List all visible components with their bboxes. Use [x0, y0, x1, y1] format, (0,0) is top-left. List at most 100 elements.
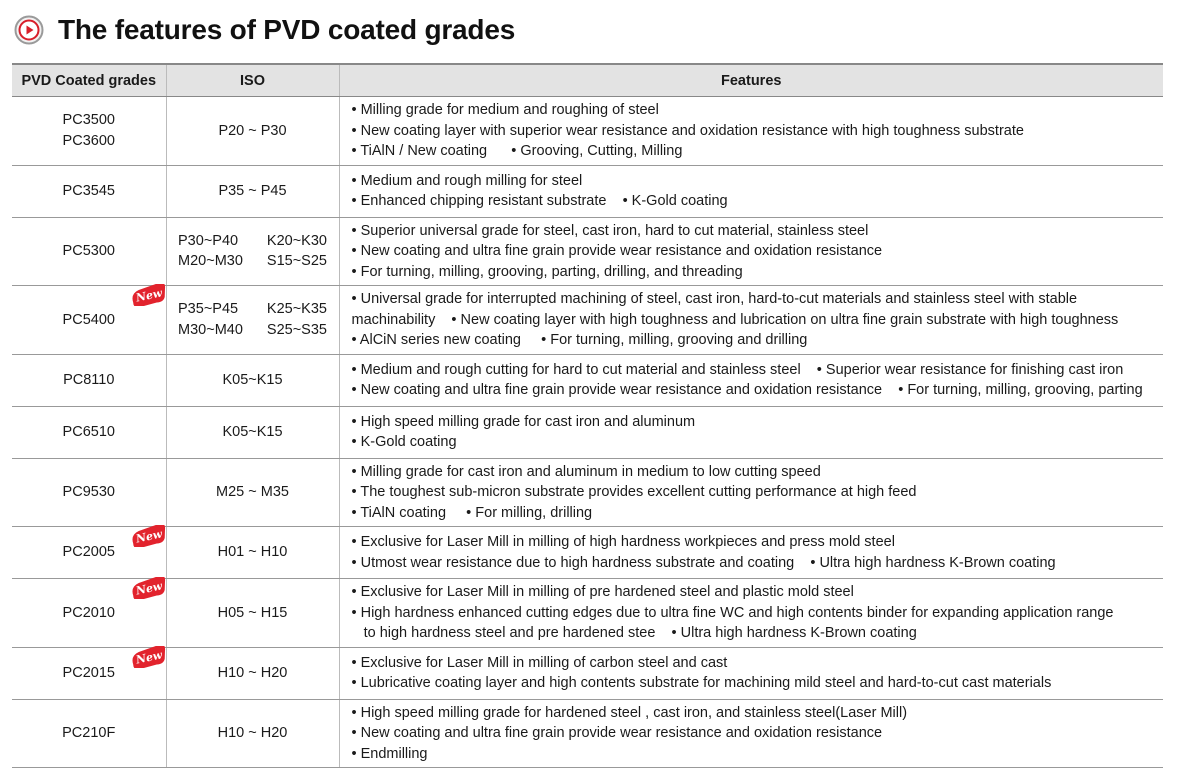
grade-name: PC5300	[62, 243, 115, 259]
iso-range: S15~S25	[266, 253, 327, 270]
grade-cell: PC2005 New	[12, 525, 167, 579]
iso-range: P20 ~ P30	[218, 122, 287, 139]
iso-range: H01 ~ H10	[217, 544, 288, 561]
feature-line: • The toughest sub-micron substrate prov…	[351, 484, 917, 500]
iso-range: H10 ~ H20	[217, 664, 288, 681]
grade-cell: PC5400 New	[12, 284, 167, 355]
iso-range: P35 ~ P45	[218, 182, 287, 199]
iso-cell: H10 ~ H20	[165, 699, 340, 768]
table-header-row: PVD Coated grades ISO Features	[12, 63, 1163, 97]
grade-cell: PC6510	[12, 406, 167, 459]
iso-range-grid: P35~P45 K25~K35 M30~M40 S25~S35	[167, 299, 339, 340]
feature-line: • Medium and rough milling for steel	[351, 172, 583, 189]
new-badge-icon: New	[132, 645, 166, 668]
iso-range: S25~S35	[266, 321, 327, 338]
page-header: The features of PVD coated grades	[14, 10, 515, 50]
grade-name: PC2005	[62, 544, 115, 561]
feature-line: • Endmilling	[351, 745, 428, 762]
iso-range: P30~P40	[178, 232, 239, 249]
iso-cell: P30~P40 K20~K30 M20~M30 S15~S25	[165, 217, 340, 286]
iso-range: M30~M40	[178, 321, 243, 338]
iso-cell: M25 ~ M35	[165, 458, 340, 527]
feature-line: • TiAlN / New coating • Grooving, Cuttin…	[351, 143, 683, 159]
new-badge-icon: New	[132, 284, 166, 306]
grade-cell: PC9530	[12, 458, 167, 527]
iso-cell: P35~P45 K25~K35 M30~M40 S25~S35	[165, 285, 340, 355]
page-title: The features of PVD coated grades	[58, 14, 516, 45]
feature-line: • TiAlN coating • For milling, drilling	[351, 504, 593, 521]
feature-line: • Superior universal grade for steel, ca…	[351, 222, 869, 239]
column-header-grades: PVD Coated grades	[12, 63, 167, 97]
feature-line: • For turning, milling, grooving, partin…	[351, 263, 743, 280]
feature-line: • AlCiN series new coating • For turning…	[351, 332, 808, 348]
feature-line: • Milling grade for medium and roughing …	[351, 102, 659, 118]
grade-name: PC3500	[62, 112, 115, 129]
grade-name: PC5400	[62, 311, 115, 328]
new-badge-label: New	[134, 527, 164, 546]
table-row: PC6510 K05~K15 • High speed milling grade …	[12, 406, 1163, 459]
grade-cell: PC5300	[12, 217, 167, 286]
table-row: PC2015 New H10 ~ H20 • Exclusive for Laser …	[12, 645, 1163, 700]
features-cell: • Medium and rough cutting for hard to c…	[338, 354, 1163, 407]
iso-range: P35~P45	[178, 301, 239, 318]
feature-line: • Exclusive for Laser Mill in milling of…	[351, 584, 854, 600]
feature-line: • New coating and ultra fine grain provi…	[351, 725, 883, 741]
feature-line: • High speed milling grade for cast iron…	[351, 413, 696, 430]
table-row: PC210F H10 ~ H20 • High speed milling grad…	[12, 699, 1163, 768]
iso-cell: H05 ~ H15	[165, 578, 340, 648]
iso-range: K05~K15	[222, 423, 283, 440]
new-badge-icon: New	[132, 525, 166, 547]
new-badge-label: New	[134, 286, 164, 305]
features-cell: • Exclusive for Laser Mill in milling of…	[338, 526, 1163, 579]
table-row: PC9530 M25 ~ M35 • Milling grade for cast …	[12, 458, 1163, 527]
table-row: PC2005 New H01 ~ H10 • Exclusive for Laser …	[12, 525, 1163, 579]
feature-line: • New coating layer with superior wear r…	[351, 122, 1024, 139]
feature-line: • High hardness enhanced cutting edges d…	[351, 604, 1114, 621]
grade-name: PC3545	[62, 182, 115, 199]
feature-line: • High speed milling grade for hardened …	[351, 704, 908, 721]
grade-cell: PC2015 New	[12, 645, 167, 700]
feature-line: • Utmost wear resistance due to high har…	[351, 554, 1056, 571]
iso-range: K25~K35	[266, 301, 327, 318]
features-cell: • Superior universal grade for steel, ca…	[338, 217, 1163, 286]
features-cell: • Medium and rough milling for steel • En…	[338, 165, 1163, 218]
grade-name: PC2010	[62, 604, 115, 621]
iso-range: M20~M30	[178, 253, 243, 270]
table-row: PC3545 P35 ~ P45 • Medium and rough millin…	[12, 165, 1163, 218]
grade-cell: PC210F	[12, 699, 167, 768]
feature-line: • K-Gold coating	[351, 434, 457, 450]
grade-name: PC6510	[62, 423, 115, 440]
feature-line: • Lubricative coating layer and high con…	[351, 675, 1052, 691]
table-row: PC8110 K05~K15 • Medium and rough cutting …	[12, 354, 1163, 407]
iso-cell: K05~K15	[165, 406, 340, 459]
iso-range: H05 ~ H15	[217, 604, 288, 621]
grade-name: PC8110	[63, 371, 115, 388]
grade-cell: PC2010 New	[12, 577, 167, 648]
feature-line: • Medium and rough cutting for hard to c…	[351, 361, 1124, 378]
column-header-features: Features	[338, 63, 1163, 97]
features-cell: • High speed milling grade for hardened …	[338, 699, 1163, 768]
iso-cell: H01 ~ H10	[165, 526, 340, 579]
new-badge-label: New	[134, 648, 164, 667]
feature-line: • New coating and ultra fine grain provi…	[351, 382, 1143, 398]
iso-range: H10 ~ H20	[217, 725, 288, 741]
feature-line: • Universal grade for interrupted machin…	[351, 291, 1078, 307]
feature-line: machinability • New coating layer with h…	[351, 311, 1119, 328]
table-row: PC3500 PC3600 P20 ~ P30 • Milling grade for…	[12, 96, 1163, 166]
new-badge-icon: New	[132, 577, 166, 599]
grade-name: PC2015	[62, 664, 115, 681]
iso-range: M25 ~ M35	[216, 484, 289, 500]
grade-cell: PC8110	[12, 354, 167, 407]
play-circle-icon	[14, 15, 44, 45]
iso-cell: K05~K15	[165, 354, 340, 407]
iso-cell: P20 ~ P30	[165, 96, 340, 166]
table-row: PC2010 New H05 ~ H15 • Exclusive for Laser …	[12, 577, 1163, 648]
feature-line: • Exclusive for Laser Mill in milling of…	[351, 534, 895, 550]
feature-line: • New coating and ultra fine grain provi…	[351, 243, 883, 259]
grade-name: PC3600	[62, 132, 115, 149]
features-cell: • Exclusive for Laser Mill in milling of…	[338, 647, 1163, 700]
iso-range-grid: P30~P40 K20~K30 M20~M30 S15~S25	[167, 231, 339, 272]
grade-name: PC210F	[62, 725, 116, 741]
grade-cell: PC3500 PC3600	[12, 96, 167, 166]
new-badge-label: New	[134, 579, 164, 598]
